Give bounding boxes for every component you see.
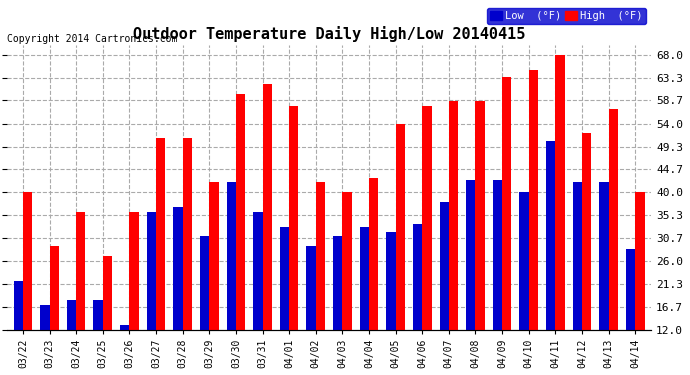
Bar: [635, 192, 644, 330]
Bar: [130, 212, 139, 330]
Bar: [422, 106, 431, 330]
Bar: [67, 300, 76, 330]
Bar: [449, 102, 458, 330]
Bar: [546, 141, 555, 330]
Bar: [40, 305, 50, 330]
Bar: [120, 325, 130, 330]
Bar: [23, 192, 32, 330]
Title: Outdoor Temperature Daily High/Low 20140415: Outdoor Temperature Daily High/Low 20140…: [133, 27, 525, 42]
Bar: [466, 180, 475, 330]
Bar: [93, 300, 103, 330]
Bar: [440, 202, 449, 330]
Bar: [14, 280, 23, 330]
Bar: [306, 246, 316, 330]
Bar: [475, 102, 485, 330]
Bar: [555, 55, 564, 330]
Text: Copyright 2014 Cartronics.com: Copyright 2014 Cartronics.com: [7, 34, 177, 44]
Bar: [600, 183, 609, 330]
Bar: [529, 70, 538, 330]
Bar: [147, 212, 156, 330]
Bar: [253, 212, 262, 330]
Bar: [226, 183, 236, 330]
Bar: [183, 138, 192, 330]
Bar: [609, 109, 618, 330]
Bar: [573, 183, 582, 330]
Bar: [262, 84, 272, 330]
Bar: [209, 183, 219, 330]
Legend: Low  (°F), High  (°F): Low (°F), High (°F): [486, 8, 646, 24]
Bar: [493, 180, 502, 330]
Bar: [289, 106, 299, 330]
Bar: [200, 236, 209, 330]
Bar: [156, 138, 166, 330]
Bar: [582, 134, 591, 330]
Bar: [369, 177, 378, 330]
Bar: [50, 246, 59, 330]
Bar: [359, 226, 369, 330]
Bar: [520, 192, 529, 330]
Bar: [76, 212, 86, 330]
Bar: [333, 236, 342, 330]
Bar: [342, 192, 352, 330]
Bar: [395, 123, 405, 330]
Bar: [280, 226, 289, 330]
Bar: [413, 224, 422, 330]
Bar: [386, 231, 395, 330]
Bar: [173, 207, 183, 330]
Bar: [626, 249, 635, 330]
Bar: [316, 183, 325, 330]
Bar: [236, 94, 245, 330]
Bar: [103, 256, 112, 330]
Bar: [502, 77, 511, 330]
